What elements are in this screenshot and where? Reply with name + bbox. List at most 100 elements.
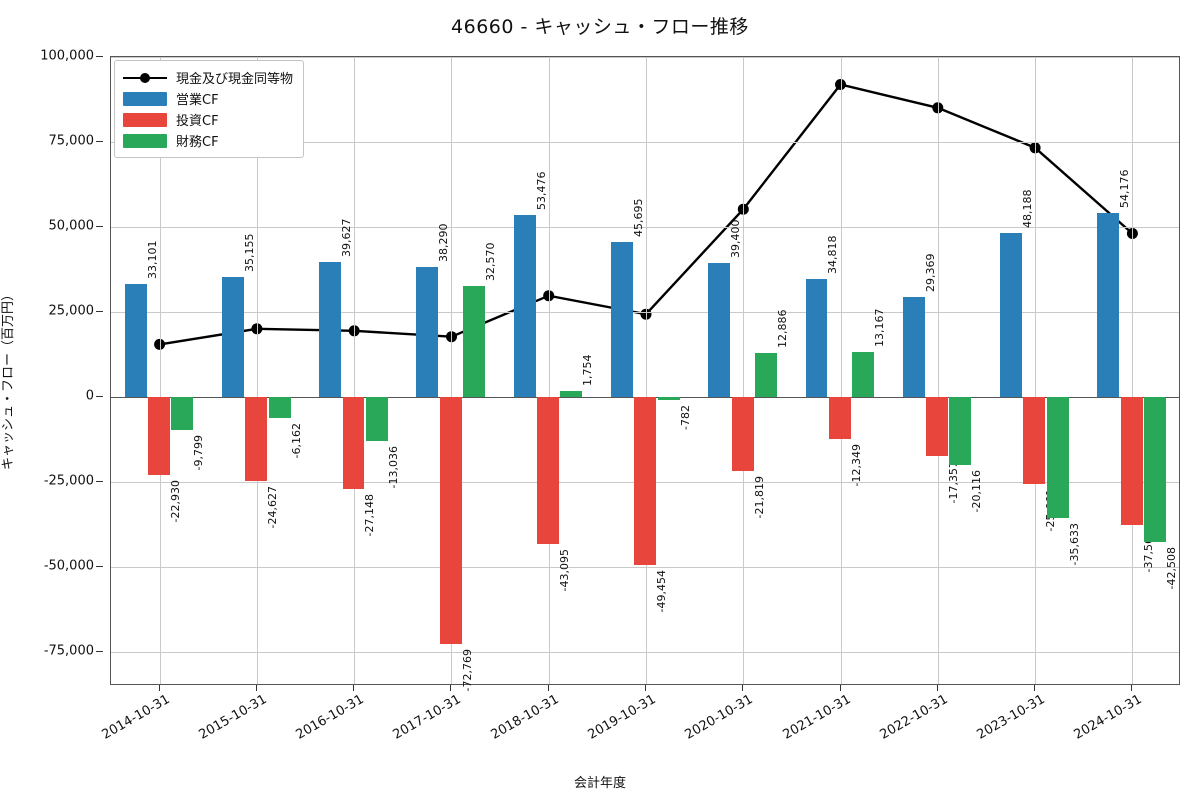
gridline-vertical [1132,57,1134,684]
bar-operating-cf[interactable] [416,266,439,397]
gridline-vertical [548,57,550,684]
bar-operating-cf[interactable] [513,215,536,397]
bar-value-label: 53,476 [534,171,548,211]
bar-investing-cf[interactable] [926,397,949,456]
x-axis-title: 会計年度 [573,776,626,791]
y-axis-title: キャッシュ・フロー（百万円） [1,287,16,470]
bar-financing-cf[interactable] [1144,397,1166,542]
x-axis-tick-mark [158,685,160,691]
x-axis-tick-mark [936,685,938,691]
bar-investing-cf[interactable] [731,397,754,472]
legend-item[interactable]: 現金及び現金同等物 [123,67,293,88]
y-axis-tick-mark [96,141,103,142]
bar-value-label: 39,627 [340,218,354,258]
bar-investing-cf[interactable] [828,397,851,439]
bar-value-label: 34,818 [826,235,840,274]
bar-operating-cf[interactable] [221,277,244,397]
bar-financing-cf[interactable] [657,397,680,400]
bar-value-label: -13,036 [386,446,400,489]
bar-financing-cf[interactable] [754,353,777,397]
x-axis-tick-mark [1131,685,1133,691]
bar-financing-cf[interactable] [463,286,486,397]
bar-operating-cf[interactable] [124,284,147,397]
bar-value-label: -9,799 [192,435,206,471]
legend-item[interactable]: 営業CF [123,88,293,109]
bar-value-label: -6,162 [289,422,303,459]
y-axis-tick-label: 50,000 [48,218,95,234]
y-axis-tick-mark [96,481,103,482]
bar-value-label: 38,290 [437,223,451,262]
bar-financing-cf[interactable] [560,391,583,397]
x-axis-tick-label: 2023-10-31 [974,692,1048,743]
gridline-horizontal [111,567,1179,568]
x-axis-tick-label: 2016-10-31 [293,692,367,743]
x-axis-tick-label: 2019-10-31 [585,692,659,743]
legend-item[interactable]: 投資CF [123,109,293,130]
bar-investing-cf[interactable] [439,397,462,645]
x-axis-tick-label: 2015-10-31 [196,692,270,743]
x-axis-tick-mark [645,685,646,691]
gridline-vertical [159,57,161,684]
gridline-vertical [256,57,258,684]
bar-operating-cf[interactable] [1097,212,1120,397]
x-axis-tick-label: 2014-10-31 [99,692,173,743]
bar-financing-cf[interactable] [949,397,972,466]
gridline-vertical [1035,57,1037,684]
bar-operating-cf[interactable] [610,241,633,397]
bar-investing-cf[interactable] [245,397,268,481]
bar-value-label: 39,400 [729,219,743,259]
bar-value-label: -22,930 [168,479,182,523]
bar-financing-cf[interactable] [171,397,194,431]
bar-investing-cf[interactable] [342,397,365,490]
chart-title: 46660 - キャッシュ・フロー推移 [451,16,749,38]
bar-financing-cf[interactable] [365,397,388,442]
bar-value-label: -43,095 [557,548,571,591]
bar-financing-cf[interactable] [852,352,875,397]
bar-operating-cf[interactable] [319,262,342,397]
bar-financing-cf[interactable] [1046,397,1069,519]
legend-color-swatch [123,91,167,106]
bar-operating-cf[interactable] [805,278,828,397]
bar-investing-cf[interactable] [634,397,657,566]
gridline-vertical [646,57,647,684]
bar-operating-cf[interactable] [902,297,925,397]
bar-value-label: -27,148 [363,494,377,537]
bar-investing-cf[interactable] [1120,397,1143,525]
legend-color-swatch [123,112,167,127]
y-axis-tick-mark [96,651,103,652]
bar-financing-cf[interactable] [268,397,291,418]
y-axis-tick-label: 25,000 [48,303,95,319]
legend-item[interactable]: 財務CF [123,130,293,151]
gridline-vertical [937,57,939,684]
x-axis-tick-label: 2018-10-31 [488,692,562,743]
bar-investing-cf[interactable] [147,397,170,475]
y-axis: 100,000 75,000 50,000 25,000 0 -25,000 -50,000… [0,0,110,800]
legend-label: 財務CF [176,135,219,150]
bar-value-label: -49,454 [655,570,669,613]
chart-legend: 現金及び現金同等物 営業CF 投資CF 財務CF [114,60,305,158]
y-axis-tick-mark [96,396,103,397]
x-axis-tick-mark [547,685,549,691]
x-axis-tick-mark [255,685,257,691]
legend-dot-icon [140,72,150,83]
x-axis-tick-mark [1034,685,1036,691]
bar-investing-cf[interactable] [1023,397,1046,485]
legend-label: 投資CF [176,114,219,129]
x-axis-tick-label: 2020-10-31 [682,692,756,743]
y-axis-tick-mark [96,311,103,312]
bar-value-label: -782 [678,404,692,430]
gridline-horizontal [111,227,1179,228]
bar-value-label: -35,633 [1067,523,1081,566]
x-axis-tick-label: 2022-10-31 [877,692,951,743]
bar-operating-cf[interactable] [1000,233,1022,397]
legend-line-marker-icon [123,71,167,85]
gridline-horizontal [111,57,1179,58]
x-axis-tick-mark [353,685,355,691]
bar-operating-cf[interactable] [708,263,731,397]
legend-label: 現金及び現金同等物 [176,72,294,87]
bar-investing-cf[interactable] [537,397,559,544]
x-axis-tick-label: 2024-10-31 [1071,692,1145,743]
x-axis-tick-label: 2021-10-31 [780,692,854,743]
gridline-vertical [743,57,745,684]
